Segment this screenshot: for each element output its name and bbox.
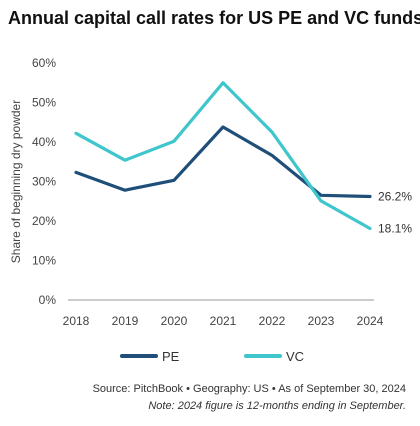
y-tick-label: 30%: [32, 175, 56, 189]
end-value-label-pe: 26.2%: [378, 190, 412, 204]
chart-title: Annual capital call rates for US PE and …: [8, 8, 420, 28]
note-text: Note: 2024 figure is 12-months ending in…: [148, 400, 406, 412]
source-text: Source: PitchBook • Geography: US • As o…: [92, 383, 406, 395]
legend-label-vc: VC: [286, 349, 304, 364]
y-axis-label: Share of beginning dry powder: [9, 100, 23, 263]
x-tick-label: 2020: [161, 314, 188, 328]
x-tick-label: 2023: [308, 314, 335, 328]
end-value-label-vc: 18.1%: [378, 222, 412, 236]
y-tick-label: 10%: [32, 254, 56, 268]
legend-label-pe: PE: [162, 349, 180, 364]
series-line-pe: [74, 125, 372, 199]
y-tick-label: 0%: [39, 293, 57, 307]
x-tick-label: 2019: [112, 314, 139, 328]
y-tick-label: 60%: [32, 56, 56, 70]
x-tick-label: 2022: [259, 314, 286, 328]
series-line-vc: [74, 81, 372, 231]
y-tick-label: 50%: [32, 96, 56, 110]
y-tick-label: 20%: [32, 214, 56, 228]
x-tick-label: 2024: [357, 314, 384, 328]
y-tick-label: 40%: [32, 135, 56, 149]
x-tick-label: 2021: [210, 314, 237, 328]
x-tick-label: 2018: [63, 314, 90, 328]
